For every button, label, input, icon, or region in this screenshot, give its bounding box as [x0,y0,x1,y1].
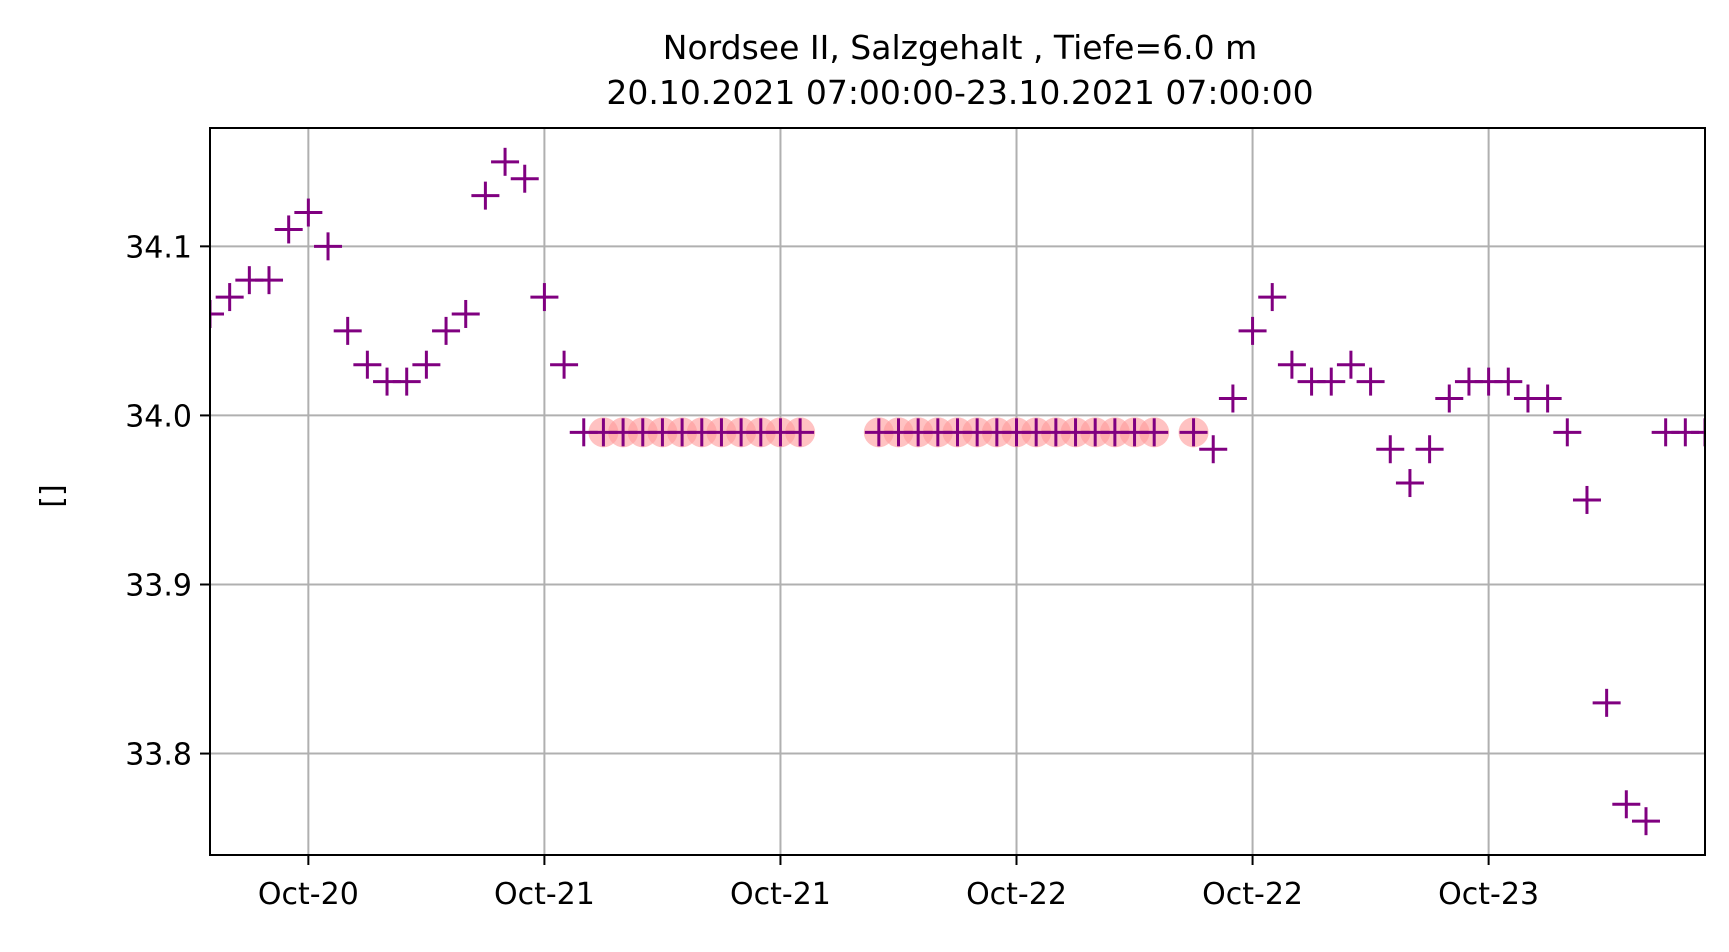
data-point [392,367,421,396]
data-point [1631,807,1660,836]
data-point [550,350,579,379]
y-axis-ticks: 33.8 33.9 34.0 34.1 [125,230,210,773]
data-point [210,299,224,328]
data-point [491,147,520,176]
chart-title: Nordsee II, Salzgehalt , Tiefe=6.0 m [663,28,1257,67]
chart-subtitle: 20.10.2021 07:00:00-23.10.2021 07:00:00 [606,73,1313,112]
x-tick-label: Oct-21 [730,877,831,912]
data-point [1277,350,1306,379]
data-point [353,350,382,379]
data-point [1317,367,1346,396]
data-point [1572,485,1601,514]
data-point [432,316,461,345]
data-point [294,198,323,227]
data-point [333,316,362,345]
x-tick-label: Oct-21 [494,877,595,912]
x-tick-label: Oct-23 [1438,877,1539,912]
data-point [786,418,815,447]
x-tick-label: Oct-22 [966,877,1067,912]
data-point [314,232,343,261]
data-point [1336,350,1365,379]
y-tick-label: 34.1 [125,230,192,265]
x-tick-label: Oct-20 [258,877,359,912]
y-axis-label: [] [35,484,70,507]
data-point [530,283,559,312]
data-point [1376,435,1405,464]
data-point [215,283,244,312]
y-tick-label: 34.0 [125,399,192,434]
x-tick-label: Oct-22 [1202,877,1303,912]
grid-lines [210,128,1705,855]
data-point [1592,688,1621,717]
data-point [1218,384,1247,413]
data-point [1179,418,1208,447]
y-tick-label: 33.8 [125,738,192,773]
data-point [1612,790,1641,819]
data-point [412,350,441,379]
data-point [1140,418,1169,447]
data-point [1356,367,1385,396]
data-point [255,266,284,295]
data-point [274,215,303,244]
data-point [1199,435,1228,464]
data-point [1238,316,1267,345]
data-point [1494,367,1523,396]
data-point [471,181,500,210]
data-point [1435,384,1464,413]
data-point [1691,418,1705,447]
y-tick-label: 33.9 [125,568,192,603]
data-point [1533,384,1562,413]
x-axis-ticks: Oct-20 Oct-21 Oct-21 Oct-22 Oct-22 Oct-23 [258,855,1539,912]
data-point [1415,435,1444,464]
data-point [1258,283,1287,312]
data-points [210,147,1705,836]
data-point [1553,418,1582,447]
data-point [1395,469,1424,498]
data-point [510,164,539,193]
data-point [451,299,480,328]
plot-frame [209,127,1706,856]
